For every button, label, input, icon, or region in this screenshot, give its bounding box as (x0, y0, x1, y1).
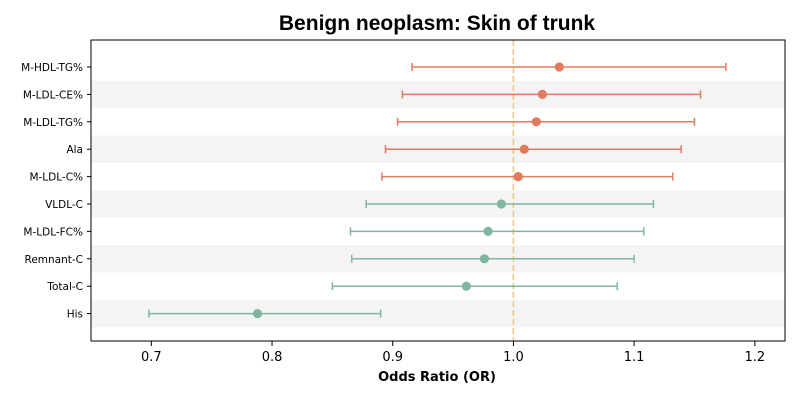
point-estimate (479, 254, 490, 264)
y-tick-label: M-LDL-TG% (23, 117, 83, 129)
point-estimate (519, 144, 529, 154)
y-tick-label: M-LDL-CE% (23, 89, 83, 101)
x-tick-label: 1.1 (624, 350, 645, 365)
y-tick-label: His (67, 309, 83, 321)
point-estimate (461, 281, 471, 291)
y-tick-label: VLDL-C (45, 199, 83, 211)
x-axis: 0.7 0.8 0.9 1.0 1.1 1.2 (141, 341, 765, 365)
plot-frame (90, 39, 786, 342)
y-axis: M-HDL-TG% M-LDL-CE% M-LDL-TG% Ala M-LDL-C% VL… (21, 62, 91, 321)
data-marks (148, 62, 727, 319)
point-estimate (554, 62, 564, 72)
y-tick-label: M-HDL-TG% (21, 62, 83, 74)
x-tick-label: 0.8 (262, 350, 283, 365)
chart-title: Benign neoplasm: Skin of trunk (279, 12, 596, 35)
point-estimate (496, 199, 506, 209)
x-tick-label: 0.9 (382, 350, 403, 365)
point-estimate (513, 172, 523, 182)
y-tick-label: Ala (66, 144, 83, 156)
x-tick-label: 1.0 (503, 350, 524, 365)
y-tick-label: Total-C (46, 281, 83, 293)
point-estimate (531, 117, 541, 127)
x-tick-label: 0.7 (141, 350, 162, 365)
point-estimate (483, 226, 493, 236)
y-tick-label: Remnant-C (25, 254, 84, 266)
y-tick-label: M-LDL-C% (29, 172, 83, 184)
x-axis-label: Odds Ratio (OR) (378, 370, 496, 385)
point-estimate (537, 89, 548, 99)
x-tick-label: 1.2 (744, 350, 765, 365)
point-estimate (252, 309, 263, 319)
y-tick-label: M-LDL-FC% (23, 226, 83, 238)
